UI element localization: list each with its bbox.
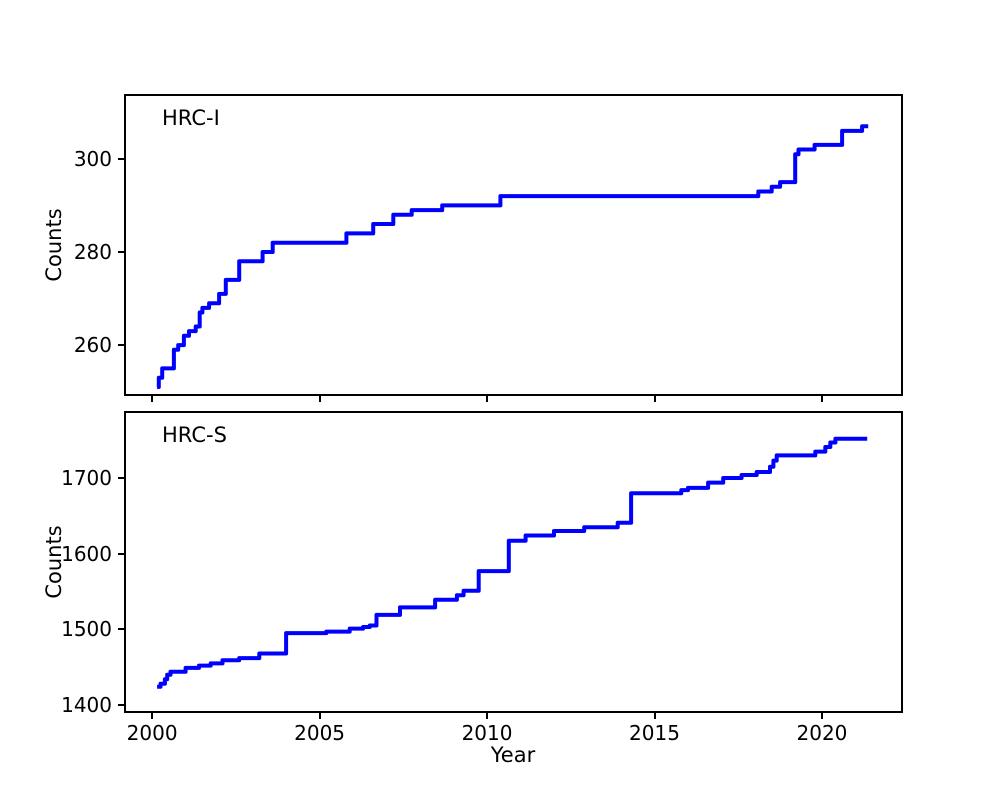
x-tick-mark [151, 713, 154, 719]
x-tick-mark [151, 396, 154, 402]
x-tick-mark [318, 396, 321, 402]
y-tick-label: 1600 [61, 541, 112, 566]
x-tick-label: 2010 [461, 721, 513, 745]
x-tick-label: 2020 [796, 721, 848, 745]
x-tick-label: 2015 [629, 721, 680, 745]
x-tick-label: 2000 [126, 721, 178, 745]
x-axis-label: Year [490, 743, 536, 767]
hrc-i-series-line [156, 124, 869, 389]
panel-hrc-i: HRC-I [124, 94, 903, 396]
y-tick-label: 260 [73, 333, 112, 358]
hrc-i-step-line-plot [156, 124, 869, 389]
panel-label-hrc-i: HRC-I [162, 106, 220, 130]
x-tick-mark [318, 713, 321, 719]
x-tick-mark [653, 713, 656, 719]
y-tick-mark [118, 344, 124, 347]
x-tick-mark [820, 396, 823, 402]
y-tick-mark [118, 477, 124, 480]
y-tick-mark [118, 250, 124, 253]
x-tick-mark [653, 396, 656, 402]
y-tick-label: 1500 [61, 617, 112, 642]
x-tick-label: 2005 [294, 721, 346, 745]
x-tick-mark [486, 396, 489, 402]
x-tick-mark [486, 713, 489, 719]
y-tick-mark [118, 157, 124, 160]
y-tick-mark [118, 552, 124, 555]
y-tick-mark [118, 703, 124, 706]
y-tick-label: 300 [73, 146, 112, 171]
y-tick-label: 1400 [61, 692, 112, 717]
panel-label-hrc-s: HRC-S [162, 423, 227, 447]
x-tick-mark [820, 713, 823, 719]
y-tick-mark [118, 628, 124, 631]
y-tick-label: 280 [73, 239, 112, 264]
hrc-s-series-line [157, 436, 868, 689]
panel-hrc-s: HRC-S [124, 411, 903, 713]
y-tick-label: 1700 [61, 466, 112, 491]
hrc-s-step-line-plot [157, 436, 868, 689]
